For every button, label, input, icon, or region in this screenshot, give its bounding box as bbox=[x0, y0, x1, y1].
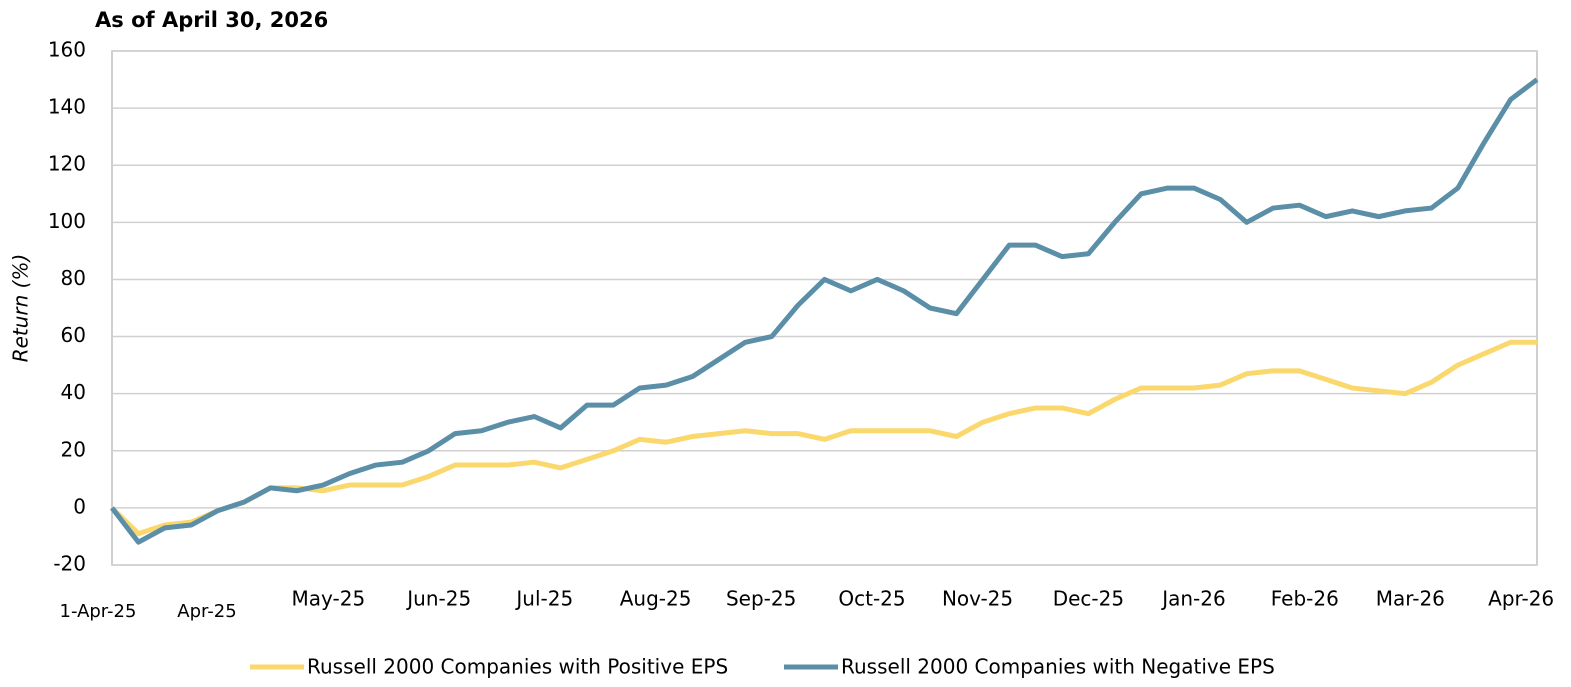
chart-title: As of April 30, 2026 bbox=[95, 8, 328, 32]
x-tick-label: Mar-26 bbox=[1376, 587, 1445, 611]
series-line bbox=[110, 77, 1539, 545]
x-tick-label: Sep-25 bbox=[726, 587, 796, 611]
x-tick-label: Jan-26 bbox=[1160, 587, 1226, 611]
x-tick-label: Nov-25 bbox=[942, 587, 1013, 611]
series-line bbox=[110, 339, 1537, 537]
y-tick-label: 160 bbox=[48, 38, 86, 62]
y-tick-label: 80 bbox=[61, 266, 86, 290]
y-tick-label: 120 bbox=[48, 152, 86, 176]
x-tick-label: May-25 bbox=[292, 587, 366, 611]
x-tick-label: Jun-25 bbox=[405, 587, 471, 611]
y-tick-label: 40 bbox=[61, 380, 86, 404]
x-tick-label: Feb-26 bbox=[1271, 587, 1339, 611]
y-tick-label: 140 bbox=[48, 95, 86, 119]
y-tick-label: 60 bbox=[61, 323, 86, 347]
y-tick-label: 100 bbox=[48, 209, 86, 233]
x-tick-label: Jul-25 bbox=[514, 587, 573, 611]
x-tick-label: Dec-25 bbox=[1053, 587, 1124, 611]
x-tick-label: Apr-26 bbox=[1488, 587, 1554, 611]
x-tick-label: 1-Apr-25 bbox=[60, 601, 137, 622]
legend-label: Russell 2000 Companies with Negative EPS bbox=[841, 655, 1275, 679]
x-tick-label: Apr-25 bbox=[177, 601, 236, 622]
y-tick-label: 20 bbox=[61, 437, 86, 461]
y-axis-label: Return (%) bbox=[9, 254, 33, 363]
y-tick-label: -20 bbox=[53, 552, 86, 576]
legend-label: Russell 2000 Companies with Positive EPS bbox=[307, 655, 728, 679]
y-tick-label: 0 bbox=[73, 494, 86, 518]
x-tick-label: Oct-25 bbox=[838, 587, 905, 611]
x-tick-label: Aug-25 bbox=[620, 587, 692, 611]
